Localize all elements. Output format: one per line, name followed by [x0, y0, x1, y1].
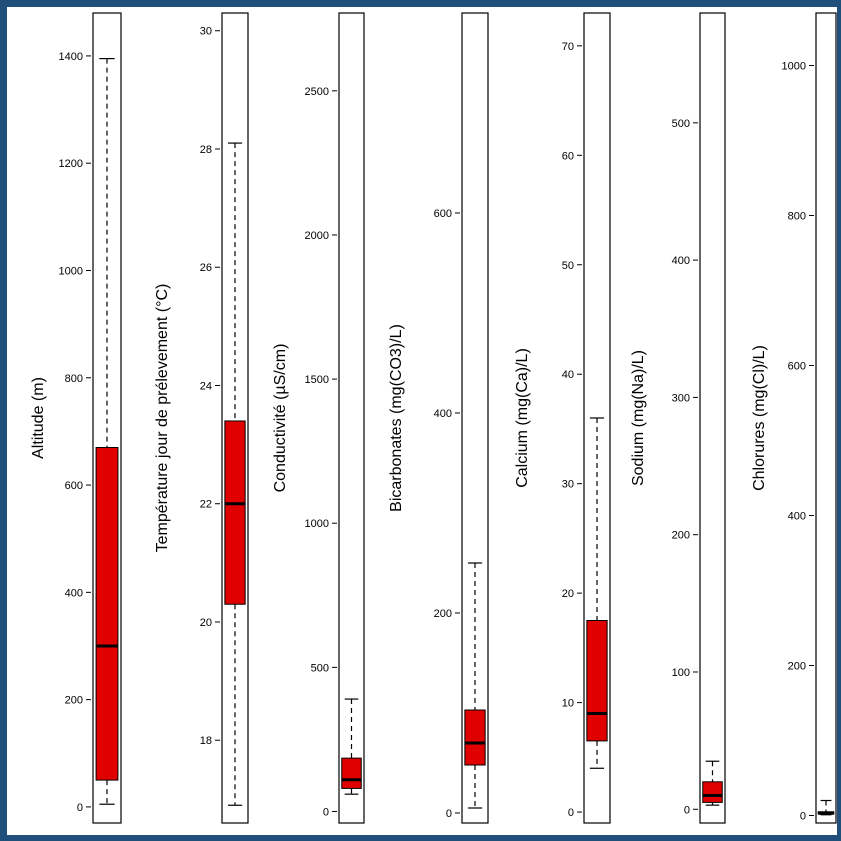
panel-7-tick-label-2: 400 [788, 511, 806, 523]
panel-5-box [586, 620, 608, 742]
panel-7-tick-label-3: 600 [788, 361, 806, 373]
panel-6-box [702, 781, 723, 803]
panel-1-tick-label-5: 1000 [59, 265, 83, 277]
panel-4-tick-label-1: 200 [434, 608, 452, 620]
panel-5-tick-label-7: 70 [562, 41, 574, 53]
panel-3-tick-label-1: 500 [311, 662, 329, 674]
panel-6-tick-label-5: 500 [672, 118, 690, 130]
panel-6-tick-label-3: 300 [672, 392, 690, 404]
panel-5-tick-label-2: 20 [562, 588, 574, 600]
panel-2-tick-label-2: 22 [200, 499, 212, 511]
panel-1-tick-label-3: 600 [65, 480, 83, 492]
panel-2-ylabel: Température jour de prélevement (°C) [154, 284, 171, 553]
panel-4-border [461, 12, 489, 824]
panel-3-border [338, 12, 365, 824]
panel-3-tick-label-4: 2000 [305, 230, 329, 242]
panel-6-tick-label-1: 100 [672, 667, 690, 679]
panel-5-tick-label-5: 50 [562, 260, 574, 272]
panel-1-tick-label-6: 1200 [59, 158, 83, 170]
panel-1-tick-label-0: 0 [77, 802, 83, 814]
panel-4-tick-label-3: 600 [434, 208, 452, 220]
panel-5-tick-label-6: 60 [562, 150, 574, 162]
panel-6-tick-label-0: 0 [684, 804, 690, 816]
panel-2-tick-label-6: 30 [200, 26, 212, 38]
panel-3-tick-label-5: 2500 [305, 86, 329, 98]
panel-1-ylabel: Altitude (m) [30, 377, 47, 459]
panel-6-ylabel: Sodium (mg(Na)/L) [630, 350, 647, 486]
panel-7-tick-label-4: 800 [788, 211, 806, 223]
panel-5-ylabel: Calcium (mg(Ca)/L) [514, 348, 531, 488]
panel-2-tick-label-3: 24 [200, 380, 212, 392]
panel-3-ylabel: Conductivité (µS/cm) [272, 344, 289, 493]
panel-5-tick-label-1: 10 [562, 698, 574, 710]
panel-5-tick-label-3: 30 [562, 479, 574, 491]
panel-5-tick-label-0: 0 [568, 807, 574, 819]
panel-3-tick-label-2: 1000 [305, 518, 329, 530]
panel-2-tick-label-1: 20 [200, 617, 212, 629]
panel-2-box [224, 420, 246, 605]
panel-3-tick-label-3: 1500 [305, 374, 329, 386]
panel-1-border [92, 12, 122, 824]
panel-3-tick-label-0: 0 [323, 806, 329, 818]
panel-5-tick-label-4: 40 [562, 369, 574, 381]
panel-1-box [95, 447, 119, 781]
panel-4-tick-label-2: 400 [434, 408, 452, 420]
panel-4-box [464, 709, 486, 766]
panel-2-tick-label-4: 26 [200, 262, 212, 274]
panel-5-border [583, 12, 611, 824]
panel-7-tick-label-0: 0 [800, 811, 806, 823]
panel-2-border [221, 12, 249, 824]
panel-6-tick-label-2: 200 [672, 530, 690, 542]
panel-2-tick-label-5: 28 [200, 144, 212, 156]
panel-1-tick-label-2: 400 [65, 587, 83, 599]
panel-4-ylabel: Bicarbonates (mg(CO3)/L) [388, 324, 405, 512]
panel-4-tick-label-0: 0 [446, 808, 452, 820]
panel-7-tick-label-1: 200 [788, 661, 806, 673]
panel-2-tick-label-0: 18 [200, 735, 212, 747]
panel-3-box [341, 757, 362, 789]
panel-7-tick-label-5: 1000 [782, 61, 806, 73]
panel-1-tick-label-7: 1400 [59, 51, 83, 63]
panel-1-tick-label-4: 800 [65, 373, 83, 385]
panel-6-tick-label-4: 400 [672, 255, 690, 267]
panel-7-ylabel: Chlorures (mg(Cl)/L) [751, 345, 768, 491]
panel-6-border [699, 12, 726, 824]
panel-7-border [815, 12, 837, 824]
chart-frame: 0 200 400 600 800 1000 1200 1400 Altitude (m) 18 2… [7, 7, 837, 835]
panel-1-tick-label-1: 200 [65, 695, 83, 707]
